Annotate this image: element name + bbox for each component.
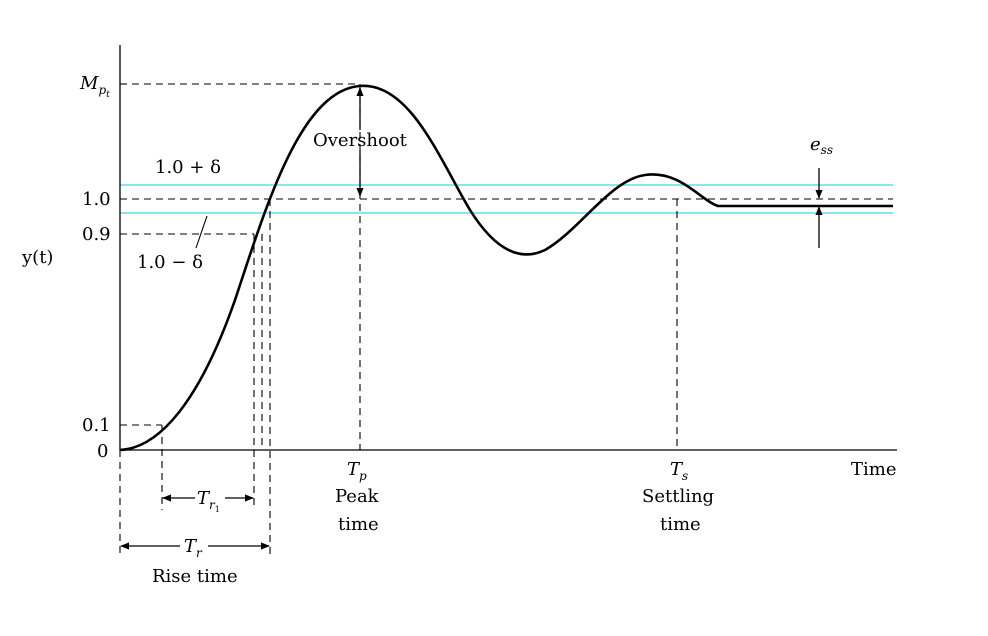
tick-label-ninety: 0.9 xyxy=(82,224,111,245)
upper-band-label: 1.0 + δ xyxy=(155,157,221,178)
ess-label: ess xyxy=(810,134,833,157)
tick-label-one: 1.0 xyxy=(82,189,111,210)
tp-label: Tp xyxy=(347,459,367,483)
peak-time-line2: time xyxy=(338,514,379,535)
peak-time-line1: Peak xyxy=(335,486,380,507)
ts-label: Ts xyxy=(670,459,688,483)
overshoot-label: Overshoot xyxy=(313,130,408,151)
mp-label: Mpt xyxy=(79,73,110,100)
tr1-label: Tr1 xyxy=(197,488,220,514)
tick-label-zero: 0 xyxy=(97,441,108,462)
settling-time-line2: time xyxy=(660,514,701,535)
settling-time-line1: Settling xyxy=(642,486,714,507)
lower-band-leader xyxy=(195,215,208,249)
step-response-curve xyxy=(119,84,893,452)
lower-band-label: 1.0 − δ xyxy=(137,252,203,273)
rise-time-label: Rise time xyxy=(152,566,238,587)
x-axis-label: Time xyxy=(851,459,896,480)
tr-label: Tr xyxy=(184,536,203,560)
tick-label-ten: 0.1 xyxy=(82,415,111,436)
y-axis-label: y(t) xyxy=(21,247,53,268)
